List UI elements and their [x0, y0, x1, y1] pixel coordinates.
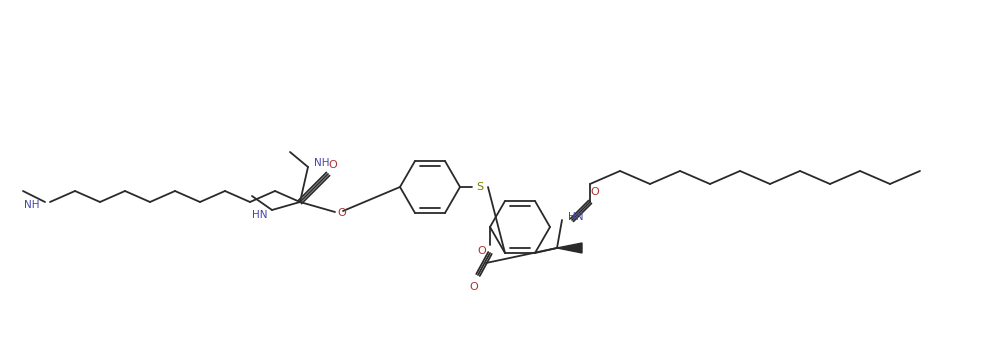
Text: S: S	[476, 182, 483, 192]
Text: HN: HN	[252, 210, 268, 220]
Text: NH: NH	[24, 200, 40, 210]
Text: NH: NH	[314, 158, 329, 168]
Text: O: O	[328, 160, 337, 170]
Text: HN: HN	[568, 212, 583, 222]
Text: O: O	[477, 246, 486, 256]
Text: O: O	[590, 187, 599, 197]
Polygon shape	[557, 243, 582, 253]
Text: O: O	[337, 208, 346, 218]
Text: O: O	[469, 282, 478, 292]
